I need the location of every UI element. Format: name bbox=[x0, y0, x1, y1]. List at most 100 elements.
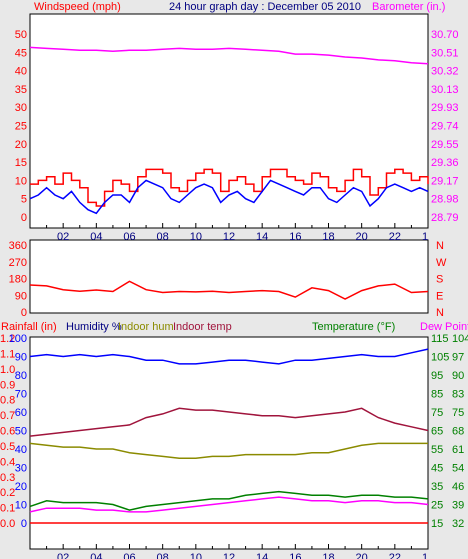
x-tick-label: 16 bbox=[289, 552, 301, 559]
temperature-scale-tick: 97 bbox=[452, 352, 464, 364]
direction-degree-tick: 0 bbox=[21, 307, 27, 319]
temperature-scale-tick: 68 bbox=[452, 426, 464, 438]
windspeed-tick: 30 bbox=[15, 102, 27, 114]
legend-temperature: Temperature (°F) bbox=[312, 321, 395, 333]
barometer-tick: 29.74 bbox=[431, 121, 459, 133]
rainfall-tick: 0.0 bbox=[0, 518, 15, 530]
barometer-tick: 30.70 bbox=[431, 29, 459, 41]
windspeed-tick: 0 bbox=[21, 212, 27, 224]
x-tick-label: 22 bbox=[389, 552, 401, 559]
windspeed-tick: 50 bbox=[15, 29, 27, 41]
x-tick-label: 20 bbox=[356, 231, 368, 243]
temperature-scale-tick: 75 bbox=[452, 407, 464, 419]
indoor-humidity-line bbox=[29, 442, 428, 460]
rainfall-tick: 0.1 bbox=[0, 503, 15, 515]
humidity-tick: 90 bbox=[15, 352, 27, 364]
temperature-scale-tick: 90 bbox=[452, 370, 464, 382]
direction-degree-tick: 90 bbox=[15, 290, 27, 302]
x-tick-label: 10 bbox=[190, 552, 202, 559]
x-tick-label: 04 bbox=[90, 552, 102, 559]
rainfall-tick: 0.5 bbox=[0, 441, 15, 453]
humidity-tick: 70 bbox=[15, 389, 27, 401]
x-tick-label: 14 bbox=[256, 231, 268, 243]
windspeed-title: Windspeed (mph) bbox=[34, 1, 121, 13]
temperature-tick: 45 bbox=[431, 463, 443, 475]
barometer-tick: 28.79 bbox=[431, 212, 459, 224]
temperature-scale-tick: 54 bbox=[452, 463, 464, 475]
temperature-scale-tick: 39 bbox=[452, 500, 464, 512]
rainfall-tick: 0.3 bbox=[0, 472, 15, 484]
x-tick-label: 04 bbox=[90, 231, 102, 243]
temperature-tick: 75 bbox=[431, 407, 443, 419]
x-tick-label: 20 bbox=[356, 552, 368, 559]
temperature-scale-tick: 104 bbox=[452, 333, 468, 345]
rainfall-tick: 0.9 bbox=[0, 379, 15, 391]
x-tick-label: 16 bbox=[289, 231, 301, 243]
wind-gust-line bbox=[30, 168, 429, 207]
direction-degree-tick: 360 bbox=[9, 240, 27, 252]
x-tick-label: 02 bbox=[57, 231, 69, 243]
legend-indoor-hum: Indoor hum bbox=[118, 321, 174, 333]
indoor-temp-line bbox=[29, 407, 429, 437]
temperature-tick: 55 bbox=[431, 444, 443, 456]
barometer-title: Barometer (in.) bbox=[372, 1, 445, 13]
x-tick-label: 14 bbox=[256, 552, 268, 559]
windspeed-tick: 35 bbox=[15, 84, 27, 96]
barometer-tick: 29.55 bbox=[431, 139, 459, 151]
legend-dew-point: Dew Point bbox=[420, 321, 468, 333]
temperature-tick: 105 bbox=[431, 352, 449, 364]
temperature-scale-tick: 83 bbox=[452, 389, 464, 401]
x-tick-label: 08 bbox=[157, 552, 169, 559]
windspeed-tick: 25 bbox=[15, 121, 27, 133]
barometer-tick: 29.93 bbox=[431, 102, 459, 114]
windspeed-tick: 5 bbox=[21, 194, 27, 206]
rainfall-tick: 0.8 bbox=[0, 395, 15, 407]
barometer-line bbox=[29, 46, 429, 65]
direction-degree-tick: 270 bbox=[9, 257, 27, 269]
temperature-scale-tick: 46 bbox=[452, 481, 464, 493]
x-tick-label: 08 bbox=[157, 231, 169, 243]
windspeed-tick: 20 bbox=[15, 139, 27, 151]
windspeed-tick: 15 bbox=[15, 157, 27, 169]
temperature-tick: 115 bbox=[431, 333, 449, 345]
x-tick-label: 10 bbox=[190, 231, 202, 243]
temperature-tick: 25 bbox=[431, 500, 443, 512]
humidity-tick: 100 bbox=[9, 333, 27, 345]
rainfall-tick: 0.6 bbox=[0, 426, 15, 438]
humidity-tick: 20 bbox=[15, 481, 27, 493]
compass-tick: S bbox=[436, 274, 443, 286]
temperature-tick: 65 bbox=[431, 426, 443, 438]
temperature-tick: 35 bbox=[431, 481, 443, 493]
humidity-tick: 30 bbox=[15, 463, 27, 475]
barometer-tick: 30.51 bbox=[431, 47, 459, 59]
humidity-tick: 60 bbox=[15, 407, 27, 419]
temperature-line bbox=[29, 490, 429, 511]
legend-rainfall: Rainfall (in) bbox=[1, 321, 57, 333]
x-tick-label: 06 bbox=[123, 231, 135, 243]
humidity-tick: 10 bbox=[15, 500, 27, 512]
temperature-tick: 95 bbox=[431, 370, 443, 382]
temperature-tick: 15 bbox=[431, 518, 443, 530]
barometer-tick: 28.98 bbox=[431, 194, 459, 206]
compass-tick: N bbox=[436, 307, 444, 319]
barometer-tick: 29.36 bbox=[431, 157, 459, 169]
compass-tick: N bbox=[436, 240, 444, 252]
rainfall-tick: 0.4 bbox=[0, 456, 15, 468]
x-tick-label: 18 bbox=[322, 231, 334, 243]
rainfall-tick: 1.1 bbox=[0, 348, 15, 360]
graph-day-title: 24 hour graph day : December 05 2010 bbox=[169, 1, 361, 13]
legend-humidity: Humidity % bbox=[66, 321, 122, 333]
windspeed-tick: 10 bbox=[15, 175, 27, 187]
windspeed-tick: 40 bbox=[15, 66, 27, 78]
temperature-scale-tick: 61 bbox=[452, 444, 464, 456]
dew-point-line bbox=[29, 496, 429, 513]
rainfall-tick: 0.2 bbox=[0, 487, 15, 499]
humidity-tick: 50 bbox=[15, 426, 27, 438]
temperature-scale-tick: 32 bbox=[452, 518, 464, 530]
humidity-tick: 0 bbox=[21, 518, 27, 530]
climate-panel bbox=[29, 336, 429, 550]
x-tick-label: 22 bbox=[389, 231, 401, 243]
compass-tick: E bbox=[436, 290, 443, 302]
